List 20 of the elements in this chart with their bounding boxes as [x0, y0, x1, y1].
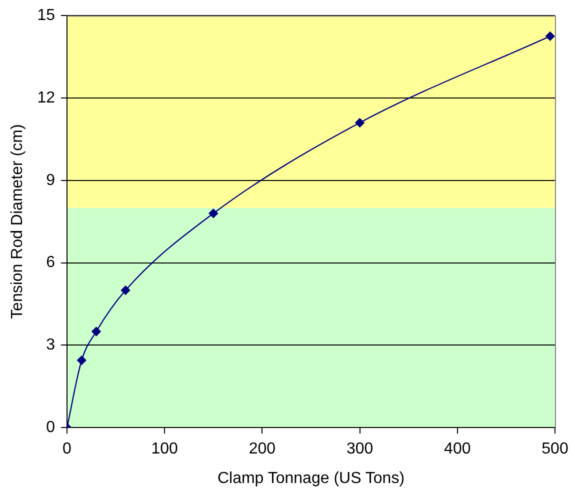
x-axis-title: Clamp Tonnage (US Tons): [217, 470, 405, 487]
y-axis-title: Tension Rod Diameter (cm): [9, 124, 26, 319]
point: [92, 326, 101, 336]
y-tick-label: 15: [37, 7, 56, 24]
point: [355, 118, 364, 128]
y-tick-label: 3: [46, 336, 56, 354]
y-tick-label: 6: [46, 254, 56, 272]
point: [208, 208, 218, 218]
y-tick-label: 12: [37, 89, 56, 106]
x-tick-label: 500: [542, 440, 568, 458]
x-tick-label: 0: [62, 440, 72, 458]
x-tick-label: 200: [248, 440, 276, 458]
point: [546, 32, 555, 41]
point: [77, 356, 86, 365]
x-tick-label: 100: [151, 440, 178, 458]
point: [120, 286, 130, 295]
y-tick-label: 0: [46, 419, 56, 436]
x-tick-label: 300: [346, 440, 374, 458]
y-tick-label: 9: [46, 172, 56, 189]
x-tick-label: 400: [444, 440, 471, 458]
